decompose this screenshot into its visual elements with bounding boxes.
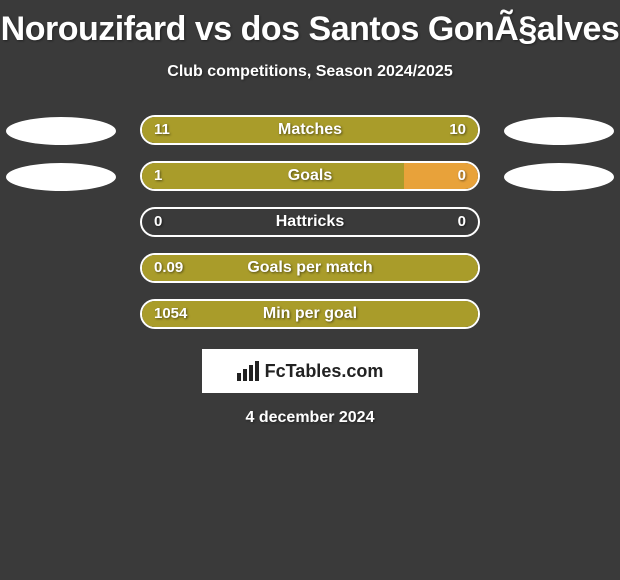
stat-label: Hattricks [142,209,478,235]
stat-bar: 00Hattricks [140,207,480,237]
stat-row: 10Goals [0,161,620,193]
stat-bar: 10Goals [140,161,480,191]
brand-text: FcTables.com [265,361,384,382]
stat-label: Min per goal [142,301,478,327]
stat-row: 1110Matches [0,115,620,147]
brand-logo[interactable]: FcTables.com [202,349,418,393]
player-right-marker [504,163,614,191]
stat-row: 0.09Goals per match [0,253,620,285]
stat-row: 00Hattricks [0,207,620,239]
player-left-marker [6,117,116,145]
snapshot-date: 4 december 2024 [0,409,620,427]
stat-bar: 0.09Goals per match [140,253,480,283]
stat-bar: 1110Matches [140,115,480,145]
stat-bar: 1054Min per goal [140,299,480,329]
stat-label: Goals per match [142,255,478,281]
stat-row: 1054Min per goal [0,299,620,331]
comparison-title: Norouzifard vs dos Santos GonÃ§alves [0,0,620,49]
stats-rows: 1110Matches 10Goals 00Hattricks 0.09Goals p… [0,115,620,331]
stat-label: Matches [142,117,478,143]
player-left-marker [6,163,116,191]
stat-label: Goals [142,163,478,189]
player-right-marker [504,117,614,145]
comparison-subtitle: Club competitions, Season 2024/2025 [0,63,620,81]
bar-chart-icon [237,361,259,381]
